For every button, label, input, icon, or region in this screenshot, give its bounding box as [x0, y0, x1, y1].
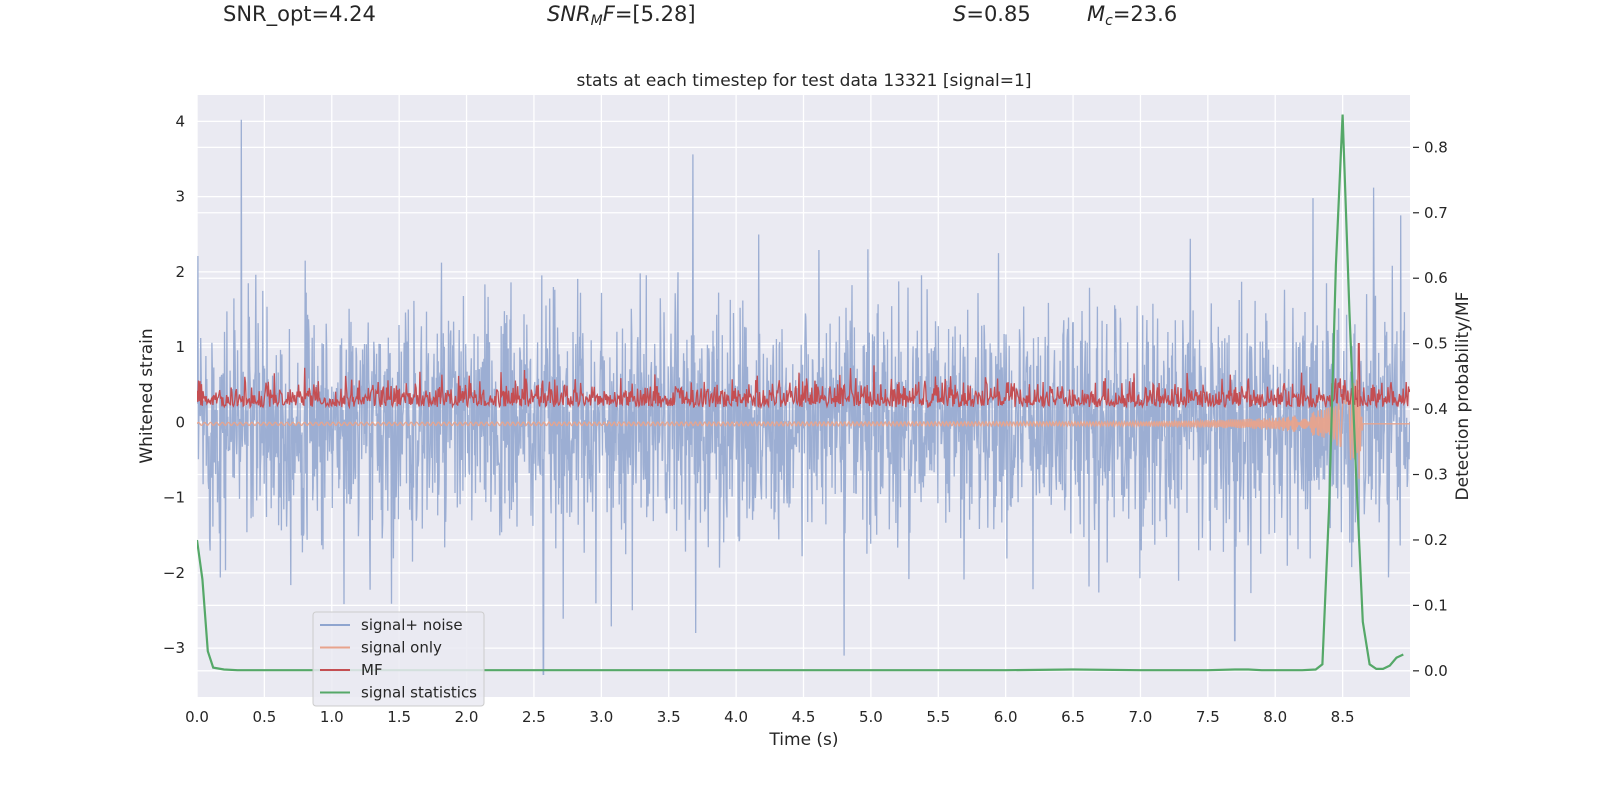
mf-line — [197, 343, 1410, 410]
y-tick-label: −2 — [163, 564, 185, 582]
legend-box — [312, 611, 485, 707]
x-axis-label: Time (s) — [768, 730, 838, 750]
y2-tick-label: 0.2 — [1424, 531, 1448, 549]
x-tick-label: 4.5 — [792, 708, 816, 726]
y-tick-label: 2 — [175, 263, 185, 281]
signal-statistics-line — [197, 114, 1404, 672]
s-value: =0.85 — [966, 2, 1031, 26]
y-tick-label: −3 — [163, 639, 185, 657]
signal-only-line — [197, 375, 1410, 479]
legend: signal+ noise signal only MF signal statist… — [312, 611, 485, 707]
x-tick-label: 0.5 — [252, 708, 276, 726]
y-tick-label: 3 — [175, 188, 185, 206]
snr-mf-value: =[5.28] — [614, 2, 696, 26]
y2-tick-label: 0.4 — [1424, 400, 1448, 418]
x-tick-label: 3.5 — [657, 708, 681, 726]
x-tick-label: 1.0 — [320, 708, 344, 726]
x-tick-label: 7.5 — [1196, 708, 1220, 726]
x-tick-label: 5.5 — [926, 708, 950, 726]
x-tick-label: 7.0 — [1129, 708, 1153, 726]
y-tick-label: 4 — [175, 112, 185, 130]
y2-tick-label: 0.5 — [1424, 335, 1448, 353]
x-tick-label: 1.5 — [387, 708, 411, 726]
x-tick-label: 2.5 — [522, 708, 546, 726]
legend-label: signal only — [361, 639, 442, 657]
snr-mf-symbol: SNR — [547, 2, 591, 26]
signal-noise-line — [197, 119, 1410, 676]
y2-axis-label: Detection probability/MF — [1453, 292, 1473, 501]
x-tick-label: 8.5 — [1331, 708, 1355, 726]
x-tick-label: 6.5 — [1061, 708, 1085, 726]
chirp-mass-label: Mc=23.6 — [1087, 2, 1177, 29]
y2-tick-label: 0.0 — [1424, 662, 1448, 680]
x-tick-label: 2.0 — [455, 708, 479, 726]
y2-tick-label: 0.3 — [1424, 466, 1448, 484]
mc-value: =23.6 — [1112, 2, 1178, 26]
s-symbol: S — [953, 2, 967, 26]
y2-tick-label: 0.6 — [1424, 269, 1448, 287]
x-tick-label: 8.0 — [1263, 708, 1287, 726]
chart-title: stats at each timestep for test data 133… — [577, 71, 1032, 91]
mc-subscript: c — [1105, 13, 1113, 29]
x-tick-label: 4.0 — [724, 708, 748, 726]
x-tick-label: 3.0 — [589, 708, 613, 726]
x-tick-label: 5.0 — [859, 708, 883, 726]
snr-opt-label: SNR_opt=4.24 — [223, 2, 376, 26]
legend-label: signal+ noise — [361, 616, 463, 634]
snr-mf-subscript: M — [590, 13, 603, 29]
mc-symbol: M — [1087, 2, 1106, 26]
snr-mf-label: SNRMF=[5.28] — [547, 2, 696, 29]
snr-mf-symbol-2: F — [602, 2, 615, 26]
legend-label: MF — [361, 661, 383, 679]
y-tick-label: 1 — [175, 338, 185, 356]
plot-area: 0.0 0.5 1.0 1.5 2.0 2.5 3.0 3.5 4.0 4.5 5.0 5.5 6.0 6… — [163, 95, 1448, 726]
y2-tick-label: 0.8 — [1424, 138, 1448, 156]
series-layer — [197, 114, 1410, 676]
y-axis-label: Whitened strain — [137, 328, 157, 463]
x-tick-label: 0.0 — [185, 708, 209, 726]
y2-tick-label: 0.1 — [1424, 596, 1448, 614]
x-tick-label: 6.0 — [994, 708, 1018, 726]
overlap-s-label: S=0.85 — [953, 2, 1031, 26]
legend-label: signal statistics — [361, 684, 477, 702]
y2-tick-label: 0.7 — [1424, 204, 1448, 222]
y-tick-label: 0 — [175, 413, 185, 431]
y-tick-label: −1 — [163, 489, 185, 507]
